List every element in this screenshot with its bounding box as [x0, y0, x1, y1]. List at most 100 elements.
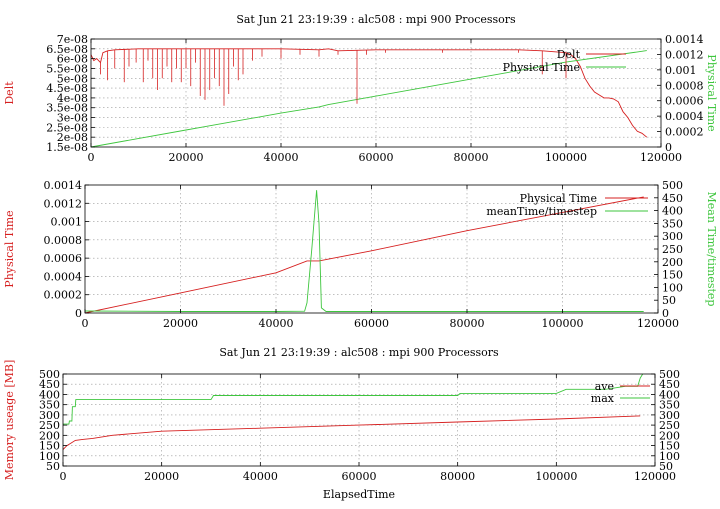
- y2-tick-label: 250: [659, 419, 680, 432]
- y2-tick-label: 200: [662, 256, 683, 269]
- y-tick-label: 0: [75, 307, 82, 320]
- y2-tick-label: 100: [662, 281, 683, 294]
- y2-tick-label: 0: [665, 141, 672, 154]
- y-tick-label: 6e-08: [57, 53, 88, 66]
- x-tick-label: 20000: [169, 151, 204, 164]
- chart-title: Sat Jun 21 23:19:39 : alc508 : mpi 900 P…: [219, 346, 499, 359]
- y-tick-label: 2.5e-08: [46, 121, 88, 134]
- y-tick-label: 6.5e-08: [46, 43, 88, 56]
- y-axis-label: Memory useage [MB]: [3, 360, 16, 481]
- legend-label: Delt: [557, 48, 581, 61]
- y-tick-label: 4.5e-08: [46, 82, 88, 95]
- x-tick-label: 40000: [264, 151, 299, 164]
- x-tick-label: 60000: [342, 470, 377, 483]
- y-tick-label: 50: [46, 460, 60, 473]
- series-line-meantime-timestep: [84, 190, 644, 312]
- chart-1: 0 20000 40000 60000 80000 100000 120000 1.5e-08…: [3, 13, 718, 164]
- y2-tick-label: 300: [659, 409, 680, 422]
- y-tick-label: 150: [39, 440, 60, 453]
- y2-axis-label: Physical Time: [705, 54, 718, 131]
- y2-tick-label: 0.0006: [665, 95, 704, 108]
- y-tick-label: 300: [39, 409, 60, 422]
- x-tick-label: 60000: [359, 151, 394, 164]
- y-tick-label: 0.0004: [44, 270, 83, 283]
- y-tick-label: 350: [39, 399, 60, 412]
- y2-tick-label: 0.0008: [665, 79, 704, 92]
- legend-label: Physical Time: [503, 61, 580, 74]
- y2-tick-label: 0.0004: [665, 110, 704, 123]
- x-tick-label: 20000: [144, 470, 179, 483]
- y2-tick-label: 300: [662, 230, 683, 243]
- chart-title: Sat Jun 21 23:19:39 : alc508 : mpi 900 P…: [236, 13, 516, 26]
- x-tick-label: 120000: [634, 470, 676, 483]
- y2-tick-label: 50: [659, 460, 673, 473]
- series-line-ave: [62, 415, 641, 450]
- y-tick-label: 1.5e-08: [46, 141, 88, 154]
- x-tick-label: 100000: [545, 151, 587, 164]
- x-tick-label: 120000: [637, 317, 679, 330]
- y2-tick-label: 500: [659, 368, 680, 381]
- x-tick-label: 40000: [243, 470, 278, 483]
- y2-tick-label: 350: [659, 399, 680, 412]
- y-tick-label: 5e-08: [57, 72, 88, 85]
- x-tick-label: 40000: [259, 317, 294, 330]
- y2-tick-label: 400: [659, 388, 680, 401]
- y-tick-label: 0.0014: [44, 179, 83, 192]
- y-tick-label: 250: [39, 419, 60, 432]
- y2-tick-label: 450: [662, 192, 683, 205]
- y-tick-label: 200: [39, 429, 60, 442]
- y-tick-label: 4e-08: [57, 92, 88, 105]
- y-tick-label: 0.0008: [44, 234, 83, 247]
- legend-label: Physical Time: [520, 192, 597, 205]
- y2-tick-label: 450: [659, 378, 680, 391]
- series-line-physical-time: [84, 196, 644, 314]
- y2-tick-label: 350: [662, 217, 683, 230]
- x-tick-label: 100000: [535, 470, 577, 483]
- y-tick-label: 0.0006: [44, 252, 83, 265]
- y2-tick-label: 150: [662, 269, 683, 282]
- y-tick-label: 3.5e-08: [46, 102, 88, 115]
- y-tick-label: 0.0012: [44, 197, 83, 210]
- y-tick-label: 0.0002: [44, 289, 83, 302]
- x-tick-label: 80000: [454, 151, 489, 164]
- y-axis-label: Delt: [3, 81, 16, 105]
- plot-frame: [62, 373, 656, 467]
- y-tick-label: 400: [39, 388, 60, 401]
- y2-tick-label: 0.0014: [665, 33, 704, 46]
- y-axis-label: Physical Time: [3, 210, 16, 287]
- y-tick-label: 5.5e-08: [46, 62, 88, 75]
- chart-3: 0 20000 40000 60000 80000 100000 1200005010015…: [3, 346, 680, 501]
- x-tick-label: 80000: [440, 470, 475, 483]
- x-tick-label: 20000: [163, 317, 198, 330]
- y-tick-label: 100: [39, 450, 60, 463]
- y-tick-label: 3e-08: [57, 112, 88, 125]
- series-line-physical-time: [90, 50, 647, 148]
- chart-2: 0 20000 40000 60000 80000 100000 12000000.0002…: [3, 179, 718, 330]
- legend-label: ave: [595, 380, 614, 393]
- y2-tick-label: 100: [659, 450, 680, 463]
- x-tick-label: 0: [88, 151, 95, 164]
- y2-tick-label: 0.0012: [665, 48, 704, 61]
- y2-tick-label: 50: [662, 294, 676, 307]
- y2-tick-label: 200: [659, 429, 680, 442]
- y-tick-label: 450: [39, 378, 60, 391]
- y2-axis-label: Mean Time/timestep: [705, 192, 718, 307]
- y-tick-label: 0.001: [51, 216, 83, 229]
- legend-label: max: [591, 392, 615, 405]
- x-tick-label: 0: [60, 470, 67, 483]
- y-tick-label: 500: [39, 368, 60, 381]
- y2-tick-label: 400: [662, 205, 683, 218]
- y2-tick-label: 500: [662, 179, 683, 192]
- y2-tick-label: 250: [662, 243, 683, 256]
- y-tick-label: 7e-08: [57, 33, 88, 46]
- legend-label: meanTime/timestep: [486, 205, 597, 218]
- y2-tick-label: 0: [662, 307, 669, 320]
- x-tick-label: 0: [82, 317, 89, 330]
- y2-tick-label: 0.001: [665, 64, 697, 77]
- x-tick-label: 120000: [640, 151, 682, 164]
- x-tick-label: 60000: [354, 317, 389, 330]
- y2-tick-label: 0.0002: [665, 126, 704, 139]
- series-line-max: [63, 373, 644, 425]
